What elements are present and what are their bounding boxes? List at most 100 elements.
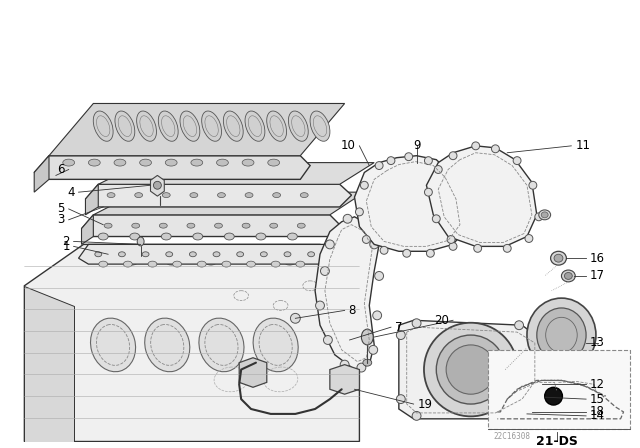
Ellipse shape bbox=[492, 145, 499, 153]
Text: 14: 14 bbox=[590, 409, 605, 422]
Ellipse shape bbox=[127, 257, 139, 265]
Ellipse shape bbox=[520, 398, 529, 406]
Ellipse shape bbox=[446, 345, 495, 394]
Ellipse shape bbox=[369, 345, 378, 354]
Ellipse shape bbox=[472, 142, 479, 150]
Ellipse shape bbox=[360, 220, 369, 229]
Ellipse shape bbox=[180, 111, 200, 141]
Polygon shape bbox=[49, 103, 344, 156]
Ellipse shape bbox=[88, 159, 100, 166]
Ellipse shape bbox=[426, 250, 435, 257]
Ellipse shape bbox=[225, 233, 234, 240]
Ellipse shape bbox=[267, 111, 287, 141]
Ellipse shape bbox=[95, 252, 102, 257]
Ellipse shape bbox=[284, 252, 291, 257]
Polygon shape bbox=[99, 163, 374, 184]
Ellipse shape bbox=[216, 159, 228, 166]
Ellipse shape bbox=[246, 261, 255, 267]
Ellipse shape bbox=[197, 261, 206, 267]
Ellipse shape bbox=[256, 233, 266, 240]
Ellipse shape bbox=[529, 181, 537, 189]
Text: 8: 8 bbox=[349, 304, 356, 317]
Polygon shape bbox=[24, 245, 360, 441]
Text: 18: 18 bbox=[590, 405, 605, 418]
Ellipse shape bbox=[316, 301, 324, 310]
Ellipse shape bbox=[99, 261, 108, 267]
Ellipse shape bbox=[534, 339, 543, 347]
Ellipse shape bbox=[222, 261, 231, 267]
Ellipse shape bbox=[237, 252, 244, 257]
Ellipse shape bbox=[435, 166, 442, 173]
Ellipse shape bbox=[449, 242, 457, 250]
Ellipse shape bbox=[242, 223, 250, 228]
Ellipse shape bbox=[527, 298, 596, 372]
Ellipse shape bbox=[296, 261, 305, 267]
Ellipse shape bbox=[161, 233, 171, 240]
Ellipse shape bbox=[433, 215, 440, 223]
Ellipse shape bbox=[436, 335, 505, 404]
Ellipse shape bbox=[213, 252, 220, 257]
Ellipse shape bbox=[308, 252, 315, 257]
Ellipse shape bbox=[148, 261, 157, 267]
Ellipse shape bbox=[223, 111, 243, 141]
Ellipse shape bbox=[525, 235, 533, 242]
Text: 6: 6 bbox=[57, 163, 65, 176]
Text: 10: 10 bbox=[340, 139, 355, 152]
Ellipse shape bbox=[491, 413, 500, 421]
Ellipse shape bbox=[360, 181, 368, 189]
Ellipse shape bbox=[533, 390, 541, 398]
Ellipse shape bbox=[442, 168, 450, 177]
Ellipse shape bbox=[130, 233, 140, 240]
Ellipse shape bbox=[163, 193, 170, 198]
Ellipse shape bbox=[253, 318, 298, 372]
Text: 12: 12 bbox=[590, 378, 605, 391]
Ellipse shape bbox=[142, 252, 149, 257]
Polygon shape bbox=[24, 286, 74, 441]
Ellipse shape bbox=[517, 407, 527, 417]
Ellipse shape bbox=[187, 223, 195, 228]
Ellipse shape bbox=[530, 388, 544, 401]
Ellipse shape bbox=[372, 311, 381, 320]
Ellipse shape bbox=[191, 159, 203, 166]
Ellipse shape bbox=[158, 111, 178, 141]
Ellipse shape bbox=[321, 267, 330, 276]
Ellipse shape bbox=[564, 272, 572, 280]
Ellipse shape bbox=[298, 223, 305, 228]
Ellipse shape bbox=[374, 271, 383, 280]
Ellipse shape bbox=[370, 240, 379, 249]
Polygon shape bbox=[399, 320, 541, 419]
Polygon shape bbox=[86, 184, 99, 215]
Ellipse shape bbox=[343, 214, 352, 223]
Ellipse shape bbox=[520, 409, 525, 414]
Ellipse shape bbox=[396, 331, 405, 340]
Ellipse shape bbox=[93, 111, 113, 141]
Ellipse shape bbox=[107, 193, 115, 198]
Ellipse shape bbox=[260, 252, 268, 257]
Ellipse shape bbox=[268, 159, 280, 166]
Polygon shape bbox=[34, 156, 310, 179]
Ellipse shape bbox=[115, 111, 135, 141]
Ellipse shape bbox=[375, 162, 383, 169]
Ellipse shape bbox=[424, 157, 433, 164]
Ellipse shape bbox=[193, 233, 203, 240]
Text: 2: 2 bbox=[62, 235, 70, 248]
Ellipse shape bbox=[271, 261, 280, 267]
Ellipse shape bbox=[424, 323, 518, 416]
Text: 7: 7 bbox=[395, 321, 403, 334]
Polygon shape bbox=[81, 215, 93, 245]
Text: 20: 20 bbox=[434, 314, 449, 327]
Ellipse shape bbox=[300, 193, 308, 198]
Ellipse shape bbox=[513, 157, 521, 164]
Text: 4: 4 bbox=[67, 185, 75, 198]
Ellipse shape bbox=[545, 388, 563, 405]
Ellipse shape bbox=[462, 225, 470, 233]
Ellipse shape bbox=[535, 213, 543, 221]
Ellipse shape bbox=[132, 223, 140, 228]
Ellipse shape bbox=[189, 252, 196, 257]
Ellipse shape bbox=[515, 321, 524, 330]
Ellipse shape bbox=[173, 261, 182, 267]
Ellipse shape bbox=[166, 257, 178, 265]
Ellipse shape bbox=[534, 378, 543, 387]
Ellipse shape bbox=[357, 363, 366, 372]
Ellipse shape bbox=[537, 308, 586, 362]
